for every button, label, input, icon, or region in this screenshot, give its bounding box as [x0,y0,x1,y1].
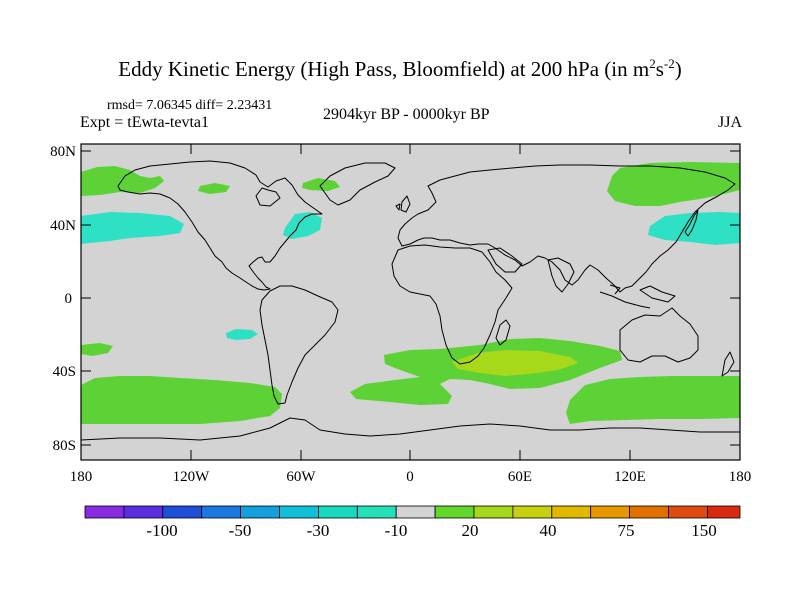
period-label: 2904kyr BP - 0000kyr BP [323,106,490,123]
coastline-africa [391,244,513,365]
colorbar-swatch [629,505,669,519]
colorbar-label: -50 [229,521,252,540]
colorbar-label: 40 [540,521,557,540]
coastline-new-zealand [721,351,735,377]
colorbar-label: -30 [307,521,330,540]
colorbar-swatch [356,505,397,519]
lon-label: 180 [70,469,93,485]
region-south-pacific [81,343,282,424]
colorbar-swatch [512,505,553,519]
coastline-north-america [117,160,323,291]
lon-ticks [80,144,741,460]
colorbar-swatch [162,505,203,519]
region-north-atlantic [283,212,322,239]
colorbar-swatch [707,505,741,519]
chart-title: Eddy Kinetic Energy (High Pass, Bloomfie… [118,56,682,81]
lon-label: 0 [406,469,414,485]
coastline-japan [684,209,699,237]
colorbar-label: 20 [462,521,479,540]
coastline-arabia [487,247,523,273]
colorbar-swatch [123,505,164,519]
colorbar-swatch [317,505,358,519]
region-northwest-pacific [648,212,740,245]
region-eastern-north-pacific [81,212,184,244]
coastline-south-america [259,285,339,405]
colorbar-swatch [395,505,436,519]
season-label: JJA [717,114,742,131]
region-north-pacific-west [81,166,164,196]
lon-label: 120E [614,469,646,485]
lon-label: 120W [173,469,211,485]
colorbar-swatch [279,505,319,519]
coastline-greenland [319,162,396,206]
coastline-hudson-bay [255,187,281,207]
coastline-british-isles [395,195,411,213]
colorbar-label: 75 [618,521,635,540]
colorbar-swatch [84,505,125,519]
coastline-indonesia [599,284,676,309]
lat-label: 0 [65,291,73,307]
coastline-australia [619,307,699,363]
colorbar-label: -100 [146,521,177,540]
lat-ticks [81,150,740,446]
lon-label: 180 [729,469,752,485]
region-north-pacific-east [198,183,230,194]
coastline-india [547,257,575,293]
lon-label: 60W [286,469,316,485]
coastline-antarctica [81,417,740,441]
lon-label: 60E [508,469,532,485]
colorbar-swatch [201,505,241,519]
lat-label: 40N [50,218,76,234]
colorbar-swatch [240,505,280,519]
colorbar-label: -10 [385,521,408,540]
colorbar-swatch [473,505,514,519]
colorbar-swatch [551,505,592,519]
region-tropical-south-pacific [226,329,258,340]
lat-label: 40S [53,364,76,380]
region-southern-ocean-east [566,376,740,424]
coastline-madagascar [495,319,511,346]
region-south-indian-core [452,350,578,376]
colorbar-swatch [668,505,708,519]
colorbar-swatch [590,505,631,519]
colorbar-swatch [434,505,475,519]
colorbar [84,505,741,519]
experiment-label: Expt = tEwta-tevta1 [80,114,209,131]
coastline-eurasia [397,164,736,293]
lat-label: 80S [53,438,76,454]
colorbar-label: 150 [691,521,717,540]
coastlines [81,160,740,441]
lat-label: 80N [50,144,76,160]
stats-text: rmsd= 7.06345 diff= 2.23431 [107,98,273,113]
